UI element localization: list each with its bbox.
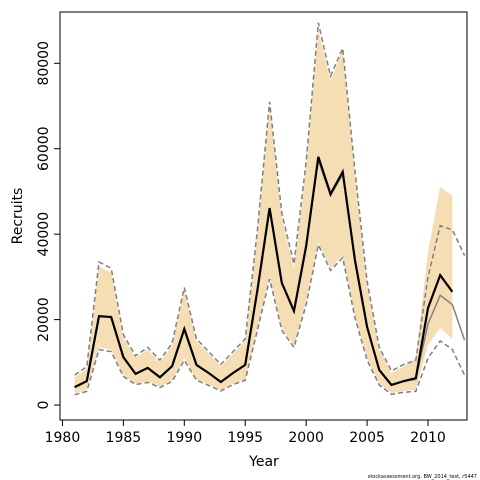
footnote: stockassessment.org, BW_2014_test, r5447 <box>368 474 477 480</box>
y-tick-label: 20000 <box>36 297 52 342</box>
x-axis-label: Year <box>248 454 279 470</box>
x-tick-label: 2010 <box>410 430 446 446</box>
x-tick-label: 2005 <box>349 430 385 446</box>
y-tick-label: 60000 <box>36 126 52 171</box>
x-tick-label: 1985 <box>106 430 142 446</box>
y-tick-label: 40000 <box>36 212 52 257</box>
x-tick-label: 1990 <box>166 430 202 446</box>
series-line <box>74 156 454 389</box>
y-tick-label: 0 <box>36 401 52 410</box>
y-axis-label: Recruits <box>10 188 26 245</box>
x-tick-label: 1995 <box>227 430 263 446</box>
series-line <box>74 22 466 376</box>
confidence-band <box>74 29 453 394</box>
series-line <box>74 242 466 396</box>
x-tick-label: 1980 <box>45 430 81 446</box>
plot-frame <box>59 11 468 421</box>
x-tick-label: 2000 <box>288 430 324 446</box>
y-tick-label: 80000 <box>36 41 52 86</box>
